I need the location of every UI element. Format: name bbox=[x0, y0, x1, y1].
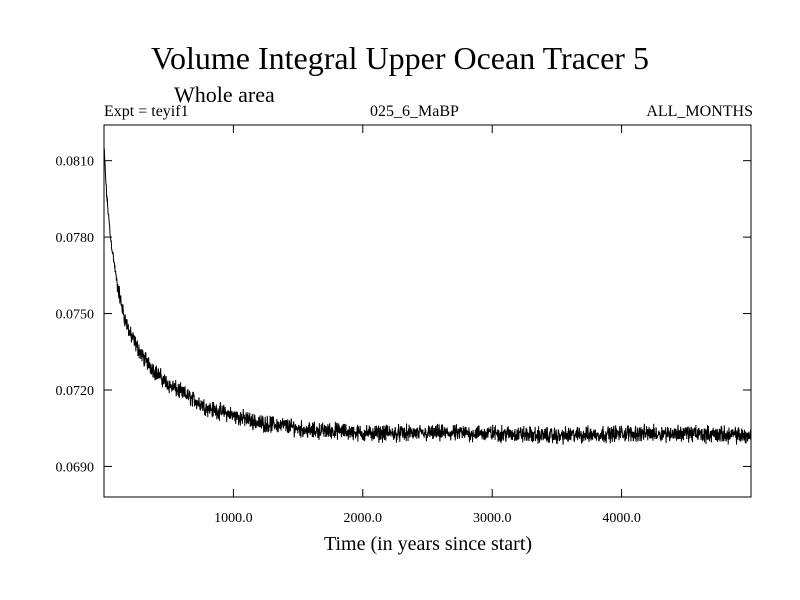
x-axis-label: Time (in years since start) bbox=[323, 533, 533, 555]
y-tick-label: 0.0780 bbox=[56, 231, 95, 246]
chart-title: Volume Integral Upper Ocean Tracer 5 bbox=[151, 40, 649, 76]
chart-subtitle: Whole area bbox=[174, 82, 275, 107]
series-line bbox=[103, 147, 752, 445]
plot-frame bbox=[103, 124, 752, 498]
x-tick-label: 3000.0 bbox=[473, 511, 512, 526]
x-tick-label: 4000.0 bbox=[602, 511, 641, 526]
x-tick-label: 2000.0 bbox=[344, 511, 383, 526]
axis-ticks: 1000.0 2000.0 3000.0 4000.0 0.0690 0.0720 0.07… bbox=[56, 125, 751, 526]
y-tick-label: 0.0810 bbox=[56, 155, 95, 170]
experiment-label: Expt = teyif1 bbox=[104, 103, 189, 120]
series-group bbox=[103, 147, 752, 445]
y-tick-label: 0.0690 bbox=[56, 460, 95, 475]
period-label: 025_6_MaBP bbox=[370, 103, 459, 120]
x-tick-label: 1000.0 bbox=[214, 511, 253, 526]
y-tick-label: 0.0750 bbox=[56, 308, 95, 323]
y-tick-label: 0.0720 bbox=[56, 384, 95, 399]
months-label: ALL_MONTHS bbox=[646, 103, 753, 120]
